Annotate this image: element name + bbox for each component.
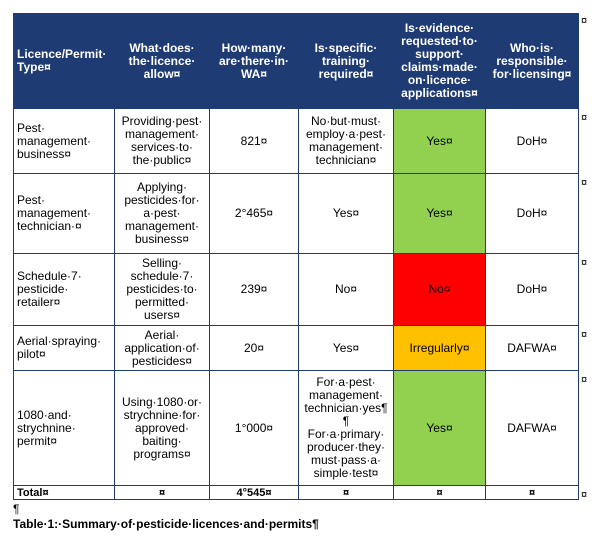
table-row: Schedule·7· pesticide· retailer¤ Selling·…: [13, 253, 579, 326]
row-end-mark: ¤: [581, 257, 588, 269]
table-cell: 239¤: [209, 253, 299, 326]
table-cell: Providing·pest· management· services·to·…: [114, 108, 210, 174]
table-cell: Yes¤: [393, 370, 486, 486]
table-cell: No¤: [298, 253, 394, 326]
table-cell: 20¤: [209, 325, 299, 371]
header-cell: What·does· the·licence· allow¤: [114, 13, 210, 109]
table-cell: ¤: [114, 485, 210, 500]
table-cell: DAFWA¤: [485, 325, 579, 371]
header-cell: Who·is· responsible· for·licensing¤: [485, 13, 579, 109]
table-cell: DoH¤: [485, 253, 579, 326]
table-cell: DoH¤: [485, 173, 579, 254]
header-row: Licence/Permit· Type¤ What·does· the·lice…: [13, 13, 579, 109]
table-cell: Selling· schedule·7· pesticides·to· perm…: [114, 253, 210, 326]
table-cell: DoH¤: [485, 108, 579, 174]
header-cell: Is·evidence· requested·to· support· clai…: [393, 13, 486, 109]
caption: Table·1:·Summary·of·pesticide·licences·a…: [13, 517, 319, 531]
row-end-mark: ¤: [581, 112, 588, 124]
header-cell: Is·specific· training· required¤: [298, 13, 394, 109]
table-cell: Yes¤: [393, 108, 486, 174]
table-cell: No¤: [393, 253, 486, 326]
table-row: Pest· management· business¤ Providing·pes…: [13, 108, 579, 174]
table-cell: Applying· pesticides·for· a·pest· manage…: [114, 173, 210, 254]
table-cell: DAFWA¤: [485, 370, 579, 486]
table-row: 1080·and· strychnine· permit¤ Using·1080·…: [13, 370, 579, 486]
table-row: Aerial·spraying· pilot¤ Aerial· applicati…: [13, 325, 579, 371]
table-cell: Aerial· application·of· pesticides¤: [114, 325, 210, 371]
table-cell: Schedule·7· pesticide· retailer¤: [13, 253, 115, 326]
table-cell: 1°000¤: [209, 370, 299, 486]
table-cell: Pest· management· technician·¤: [13, 173, 115, 254]
table-cell: Pest· management· business¤: [13, 108, 115, 174]
table-cell: 2°465¤: [209, 173, 299, 254]
row-end-mark: ¤: [581, 329, 588, 341]
table-cell: Yes¤: [298, 325, 394, 371]
row-end-mark: ¤: [581, 177, 588, 189]
pilcrow: ¶: [13, 502, 20, 516]
table-cell: Total¤: [13, 485, 115, 500]
row-end-mark: ¤: [581, 15, 588, 27]
table-cell: 1080·and· strychnine· permit¤: [13, 370, 115, 486]
table-cell: ¤: [393, 485, 486, 500]
table-cell: Yes¤: [298, 173, 394, 254]
table-cell: ¤: [485, 485, 579, 500]
table-cell: For·a·pest· management· technician·yes¶ …: [298, 370, 394, 486]
table-row: Total¤ ¤ 4°545¤ ¤ ¤ ¤: [13, 485, 579, 500]
header-cell: How·many· are·there·in· WA¤: [209, 13, 299, 109]
table-cell: No·but·must· employ·a·pest· management· …: [298, 108, 394, 174]
table-cell: 4°545¤: [209, 485, 299, 500]
table-cell: 821¤: [209, 108, 299, 174]
table-cell: Yes¤: [393, 173, 486, 254]
table-cell: Aerial·spraying· pilot¤: [13, 325, 115, 371]
table-cell: Irregularly¤: [393, 325, 486, 371]
table-row: Pest· management· technician·¤ Applying· …: [13, 173, 579, 254]
licence-table: Licence/Permit· Type¤ What·does· the·lice…: [13, 13, 579, 500]
row-end-mark: ¤: [581, 489, 588, 501]
row-end-mark: ¤: [581, 374, 588, 386]
header-cell: Licence/Permit· Type¤: [13, 13, 115, 109]
table-cell: Using·1080·or· strychnine·for· approved·…: [114, 370, 210, 486]
table-cell: ¤: [298, 485, 394, 500]
